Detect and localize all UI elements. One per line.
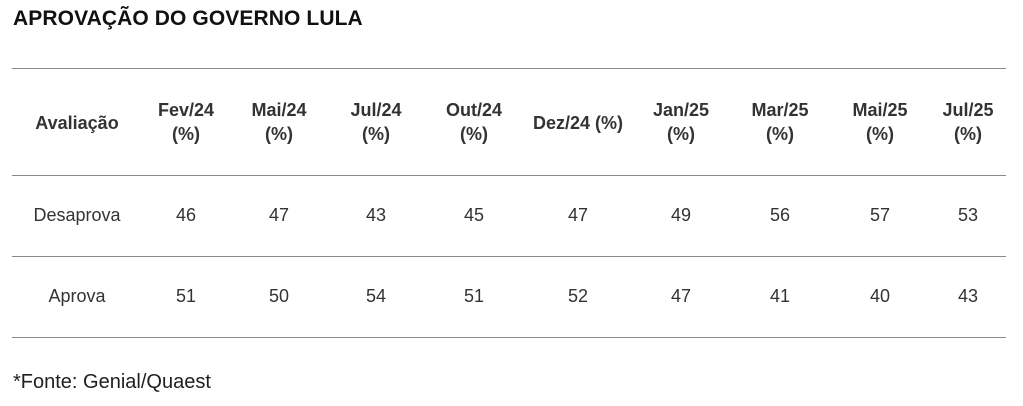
table-cell: 51 xyxy=(175,286,197,306)
table-cell: 40 xyxy=(869,286,891,306)
column-header: Jan/25 (%) xyxy=(652,100,710,144)
table-cell: 51 xyxy=(463,286,485,306)
row-divider xyxy=(12,256,1006,257)
row-label: Desaprova xyxy=(33,205,121,225)
table-cell: 49 xyxy=(670,205,692,225)
column-header: Mai/24 (%) xyxy=(251,100,307,144)
bottom-rule xyxy=(12,337,1006,338)
table-cell: 54 xyxy=(365,286,387,306)
table-title: APROVAÇÃO DO GOVERNO LULA xyxy=(13,7,363,30)
table-cell: 43 xyxy=(957,286,979,306)
table-cell: 47 xyxy=(268,205,290,225)
table-cell: 52 xyxy=(567,286,589,306)
table-cell: 45 xyxy=(463,205,485,225)
column-header: Mai/25 (%) xyxy=(852,100,908,144)
column-header: Jul/24 (%) xyxy=(350,100,402,144)
column-header: Out/24 (%) xyxy=(445,100,503,144)
source-footnote: *Fonte: Genial/Quaest xyxy=(13,371,211,393)
column-header: Mar/25 (%) xyxy=(751,100,809,144)
row-label: Aprova xyxy=(48,286,106,306)
table-cell: 53 xyxy=(957,205,979,225)
table-cell: 41 xyxy=(769,286,791,306)
table-cell: 47 xyxy=(567,205,589,225)
header-avaliacao: Avaliação xyxy=(35,113,119,133)
column-header: Jul/25 (%) xyxy=(942,100,994,144)
table-cell: 47 xyxy=(670,286,692,306)
top-rule xyxy=(12,68,1006,69)
column-header: Dez/24 (%) xyxy=(532,113,624,133)
header-rule xyxy=(12,175,1006,176)
table-cell: 57 xyxy=(869,205,891,225)
table-cell: 50 xyxy=(268,286,290,306)
table-cell: 56 xyxy=(769,205,791,225)
column-header: Fev/24 (%) xyxy=(157,100,215,144)
table-cell: 43 xyxy=(365,205,387,225)
table-cell: 46 xyxy=(175,205,197,225)
